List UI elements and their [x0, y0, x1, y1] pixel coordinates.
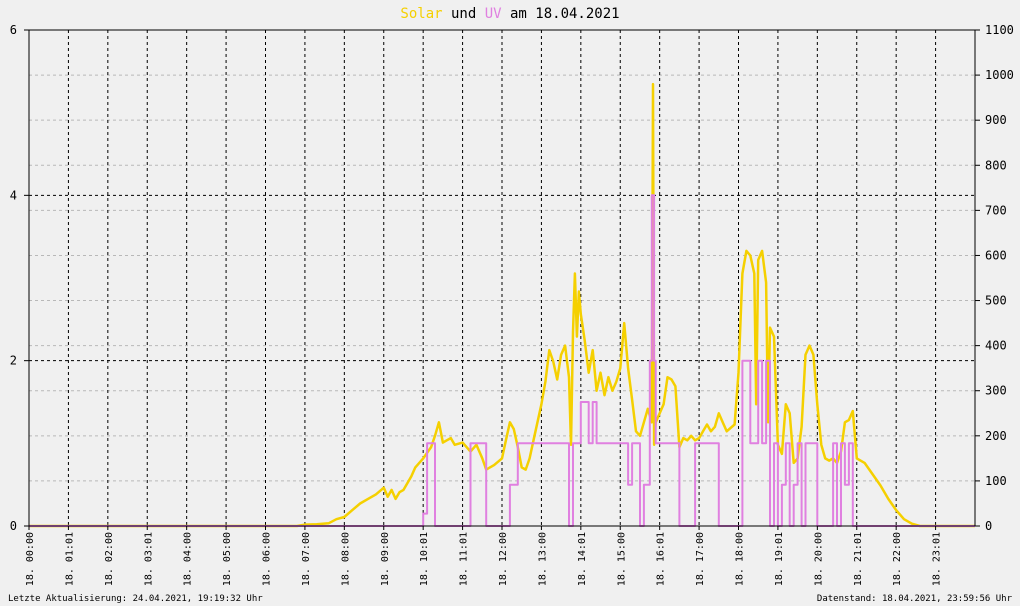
x-tick-label: 18. 11:01	[459, 532, 470, 586]
left-axis: 0 2 4 6	[10, 23, 29, 533]
left-tick-label: 4	[10, 188, 17, 202]
x-tick-label: 18. 19:01	[774, 532, 785, 586]
x-tick-label: 18. 07:00	[301, 532, 312, 586]
x-tick-label: 18. 05:00	[222, 532, 233, 586]
x-tick-label: 18. 18:00	[735, 532, 746, 586]
right-axis: 0 100 200 300 400 500 600 700 800 900 1000 1100	[975, 23, 1014, 533]
right-tick-label: 100	[985, 474, 1007, 488]
right-tick-label: 700	[985, 203, 1007, 217]
x-tick-label: 18. 15:00	[616, 532, 627, 586]
x-tick-label: 18. 20:00	[813, 532, 824, 586]
right-tick-label: 900	[985, 113, 1007, 127]
title-part: und	[443, 6, 485, 22]
x-tick-label: 18. 01:01	[64, 532, 75, 586]
right-tick-label: 800	[985, 158, 1007, 172]
right-tick-label: 200	[985, 429, 1007, 443]
footer-data-status: Datenstand: 18.04.2021, 23:59:56 Uhr	[817, 594, 1013, 604]
footer-last-update: Letzte Aktualisierung: 24.04.2021, 19:19…	[8, 594, 263, 604]
x-tick-label: 18. 10:01	[419, 532, 430, 586]
left-tick-label: 6	[10, 23, 17, 37]
x-tick-label: 18. 13:00	[537, 532, 548, 586]
x-tick-label: 18. 00:00	[25, 532, 36, 586]
title-part: UV	[485, 6, 502, 22]
x-tick-label: 18. 23:01	[932, 532, 943, 586]
left-tick-label: 2	[10, 354, 17, 368]
series-line-solar	[29, 82, 975, 528]
series-layer	[29, 82, 975, 528]
x-tick-label: 18. 08:00	[340, 532, 351, 586]
title-part: am 18.04.2021	[502, 6, 620, 22]
x-tick-label: 18. 22:00	[892, 532, 903, 586]
x-tick-label: 18. 03:01	[143, 532, 154, 586]
x-axis: 18. 00:00 18. 01:01 18. 02:00 18. 03:01 18. …	[25, 526, 943, 586]
x-tick-label: 18. 09:00	[380, 532, 391, 586]
left-tick-label: 0	[10, 519, 17, 533]
right-tick-label: 1000	[985, 68, 1014, 82]
title-part: Solar	[400, 6, 442, 22]
x-tick-label: 18. 21:01	[853, 532, 864, 586]
gridlines	[29, 29, 975, 526]
x-tick-label: 18. 14:01	[577, 532, 588, 586]
x-tick-label: 18. 17:00	[695, 532, 706, 586]
right-tick-label: 400	[985, 339, 1007, 353]
right-tick-label: 300	[985, 384, 1007, 398]
right-tick-label: 0	[985, 519, 992, 533]
series-line-uv	[29, 194, 975, 527]
chart-title: Solar und UV am 18.04.2021	[400, 6, 619, 22]
x-tick-label: 18. 04:00	[183, 532, 194, 586]
x-tick-label: 18. 06:00	[262, 532, 273, 586]
x-tick-label: 18. 02:00	[104, 532, 115, 586]
x-tick-label: 18. 12:00	[498, 532, 509, 586]
right-tick-label: 500	[985, 294, 1007, 308]
right-tick-label: 1100	[985, 23, 1014, 37]
right-tick-label: 600	[985, 248, 1007, 262]
x-tick-label: 18. 16:01	[656, 532, 667, 586]
